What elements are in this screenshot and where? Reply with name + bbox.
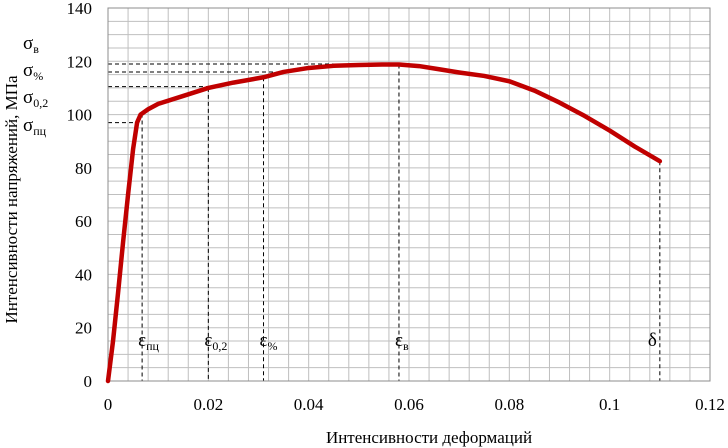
stress-strain-curve	[105, 62, 663, 384]
x-tick-label: 0.12	[695, 395, 725, 414]
strain-annotation-label: δ	[648, 330, 657, 351]
annotations: σв σ% σ0,2 σпц εпц ε0,2 ε% εв δ	[23, 33, 657, 353]
x-axis-title: Интенсивности деформаций	[326, 428, 532, 447]
axes	[107, 7, 711, 382]
strain-annotation-label: εпц	[138, 330, 159, 353]
y-tick-label: 40	[75, 265, 92, 284]
stress-annotation-label: σпц	[23, 115, 47, 138]
tick-labels: 0 0.02 0.04 0.06 0.08 0.1 0.12 0 20 40 60 80 100 120 1…	[67, 0, 725, 414]
strain-annotation-label: ε%	[260, 330, 278, 353]
plot-frame	[107, 7, 711, 382]
stress-annotation-label: σ0,2	[23, 87, 48, 110]
y-tick-label: 0	[84, 372, 93, 391]
y-tick-label: 20	[75, 319, 92, 338]
series	[105, 62, 663, 384]
y-tick-label: 60	[75, 212, 92, 231]
stress-annotation-label: σв	[23, 33, 39, 56]
y-axis-title: Интенсивности напряжений, МПа	[2, 75, 21, 324]
grid	[108, 8, 710, 381]
strain-annotation-label: ε0,2	[204, 330, 227, 353]
y-tick-label: 80	[75, 159, 92, 178]
x-tick-label: 0.02	[193, 395, 223, 414]
y-tick-label: 100	[67, 106, 93, 125]
x-tick-label: 0.08	[494, 395, 524, 414]
stress-annotation-label: σ%	[23, 60, 43, 83]
x-tick-label: 0.06	[394, 395, 424, 414]
x-tick-label: 0	[104, 395, 113, 414]
strain-annotation-label: εв	[395, 330, 409, 353]
x-tick-label: 0.1	[599, 395, 620, 414]
x-tick-label: 0.04	[294, 395, 324, 414]
y-tick-label: 120	[67, 52, 93, 71]
y-tick-label: 140	[67, 0, 93, 18]
reference-lines	[108, 63, 661, 381]
